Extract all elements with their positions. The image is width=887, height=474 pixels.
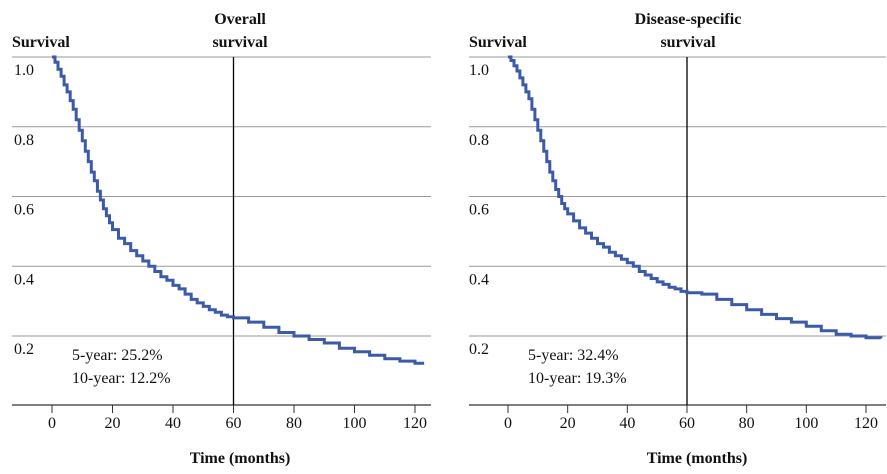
grid-lines <box>12 56 431 406</box>
x-tick-label: 20 <box>560 415 576 432</box>
x-tick-label: 0 <box>48 415 56 432</box>
annotation-10-year: 10-year: 12.2% <box>72 370 171 387</box>
chart-title-line-2: survival <box>660 34 716 51</box>
y-tick-label: 1.0 <box>469 62 489 79</box>
x-tick-labels: 0 20 40 60 80 100 120 <box>504 405 878 432</box>
y-tick-labels: 0.2 0.4 0.6 0.8 1.0 <box>469 62 489 358</box>
y-tick-label: 0.6 <box>14 202 34 219</box>
x-axis-title: Time (months) <box>190 450 291 467</box>
y-tick-labels: 0.2 0.4 0.6 0.8 1.0 <box>14 62 34 358</box>
x-tick-label: 100 <box>794 415 818 432</box>
disease-specific-survival-panel: Survival Disease-specific survival 0.20.… <box>469 11 886 467</box>
y-tick-label: 0.6 <box>469 202 489 219</box>
y-tick-label: 0.2 <box>469 341 489 358</box>
y-tick-label: 0.2 <box>14 341 34 358</box>
x-tick-labels: 0 20 40 60 80 100 120 <box>48 405 427 432</box>
overall-survival-panel: Survival Overall survival 0.2 0.4 0.6 0.8 1.… <box>12 11 431 467</box>
chart-title-line-1: Overall <box>214 11 266 28</box>
x-tick-label: 20 <box>105 415 121 432</box>
y-tick-label: 0.8 <box>469 132 489 149</box>
plot-area <box>508 55 883 340</box>
annotation-5-year: 5-year: 25.2% <box>72 347 163 364</box>
x-axis-title: Time (months) <box>647 450 748 467</box>
y-tick-label: 0.4 <box>14 271 34 288</box>
x-tick-label: 60 <box>226 415 242 432</box>
y-tick-label: 0.8 <box>14 132 34 149</box>
survival-curve <box>52 55 425 365</box>
survival-curve <box>508 55 883 340</box>
x-tick-label: 80 <box>286 415 302 432</box>
x-tick-label: 60 <box>679 415 695 432</box>
y-tick-label: 0.4 <box>469 271 489 288</box>
chart-title-line-2: survival <box>212 34 268 51</box>
plot-area <box>52 55 425 365</box>
x-tick-label: 0 <box>504 415 512 432</box>
x-tick-label: 80 <box>739 415 755 432</box>
x-tick-label: 40 <box>165 415 181 432</box>
grid-lines <box>469 56 886 406</box>
y-tick-label: 1.0 <box>14 62 34 79</box>
annotation-5-year: 5-year: 32.4% <box>528 347 619 364</box>
x-tick-label: 120 <box>403 415 427 432</box>
chart-title-line-1: Disease-specific <box>635 11 742 28</box>
x-tick-label: 120 <box>854 415 878 432</box>
survival-y-heading: Survival <box>12 34 70 51</box>
survival-y-heading: Survival <box>469 34 527 51</box>
x-tick-label: 40 <box>619 415 635 432</box>
x-tick-label: 100 <box>343 415 367 432</box>
annotation-10-year: 10-year: 19.3% <box>528 370 627 387</box>
